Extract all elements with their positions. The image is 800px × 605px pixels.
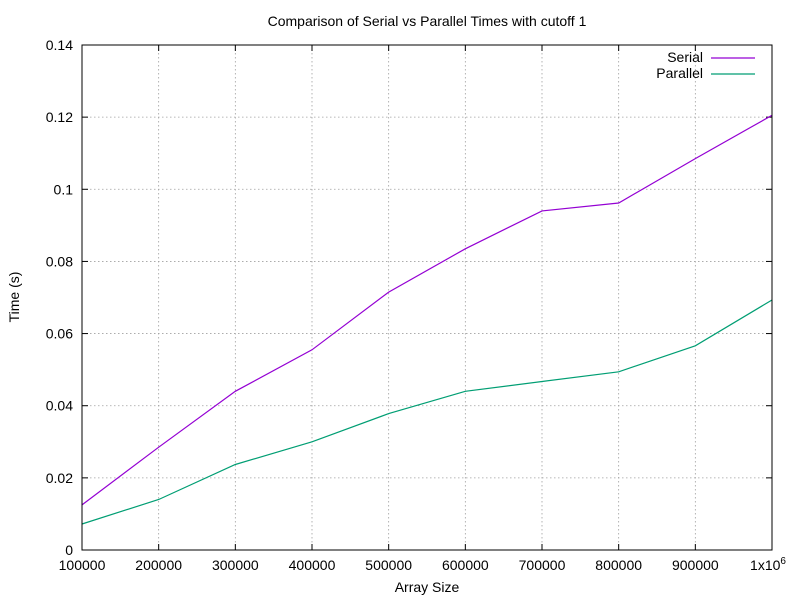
y-tick-label: 0.1 (54, 181, 74, 197)
legend-label-serial: Serial (667, 49, 703, 65)
x-tick-label: 500000 (365, 557, 412, 573)
series-line-serial (81, 114, 773, 506)
x-axis-title: Array Size (395, 579, 460, 595)
legend-label-parallel: Parallel (656, 65, 703, 81)
x-tick-label: 300000 (212, 557, 259, 573)
axes: 0 0.02 0.04 0.06 0.08 0.1 0.12 0.14 100000 200000… (46, 37, 787, 573)
x-tick-label: 200000 (135, 557, 182, 573)
x-tick-label: 400000 (289, 557, 336, 573)
x-tick-label: 700000 (519, 557, 566, 573)
y-tick-label: 0.02 (46, 470, 73, 486)
x-tick-label: 900000 (672, 557, 719, 573)
y-tick-label: 0.14 (46, 37, 73, 53)
y-tick-label: 0.06 (46, 326, 73, 342)
x-tick-label: 600000 (442, 557, 489, 573)
legend: Serial Parallel (656, 49, 755, 81)
y-axis-title: Time (s) (6, 272, 22, 323)
y-tick-label: 0.12 (46, 109, 73, 125)
chart-title: Comparison of Serial vs Parallel Times w… (268, 13, 587, 29)
series-line-parallel (81, 299, 773, 525)
x-tick-label: 100000 (59, 557, 106, 573)
x-tick-label: 1x106 (750, 556, 786, 573)
x-tick-exponent: 6 (780, 556, 786, 567)
y-tick-label: 0.04 (46, 398, 73, 414)
y-tick-label: 0.08 (46, 253, 73, 269)
x-tick-label: 800000 (595, 557, 642, 573)
plot-frame (81, 44, 773, 551)
series-layer (81, 114, 773, 525)
grid (82, 45, 772, 550)
y-tick-label: 0 (65, 542, 73, 558)
